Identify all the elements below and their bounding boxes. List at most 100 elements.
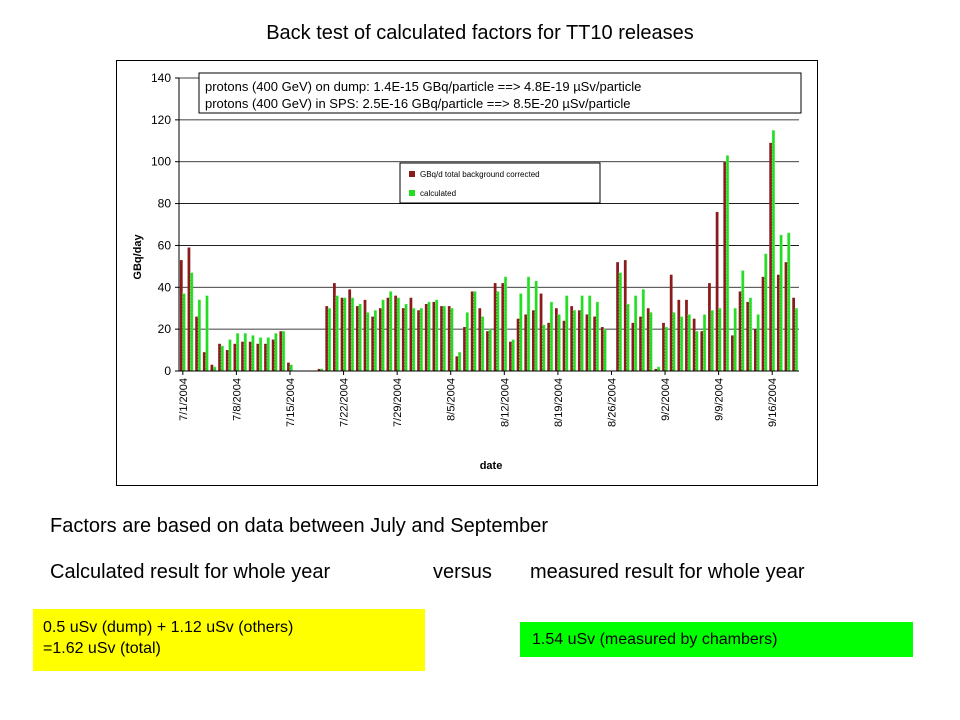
- legend-swatch-calculated: [409, 190, 415, 196]
- bar-calculated: [519, 293, 523, 372]
- bar-measured: [677, 299, 681, 371]
- bar-measured: [486, 331, 489, 371]
- y-tick-label: 100: [151, 155, 171, 169]
- bar-calculated: [457, 351, 462, 372]
- bar-measured: [218, 343, 221, 371]
- bar-calculated: [511, 339, 515, 372]
- bar-measured: [639, 316, 642, 371]
- annotation-line-sps: protons (400 GeV) in SPS: 2.5E-16 GBq/pa…: [205, 96, 631, 111]
- bar-calculated: [710, 310, 714, 372]
- bar-measured: [248, 341, 252, 371]
- bar-calculated: [695, 330, 699, 372]
- bar-measured: [600, 327, 604, 371]
- bar-measured: [317, 368, 321, 371]
- bar-calculated: [343, 297, 347, 372]
- x-tick-label: 7/15/2004: [285, 378, 297, 427]
- annotation-line-dump: protons (400 GeV) on dump: 1.4E-15 GBq/p…: [205, 79, 641, 94]
- bar-calculated: [641, 289, 645, 372]
- bar-measured: [401, 308, 405, 371]
- bar-calculated: [335, 295, 339, 372]
- bar-measured: [738, 291, 742, 371]
- chart-gridlines: [179, 77, 799, 372]
- x-tick-label: 8/12/2004: [499, 378, 511, 427]
- bar-measured: [447, 306, 451, 371]
- measured-result-label: measured result for whole year: [530, 561, 805, 583]
- bar-calculated: [794, 307, 799, 372]
- bar-measured: [708, 283, 711, 371]
- x-axis: 7/1/2004 7/8/2004 7/15/2004 7/22/2004 7/29/2…: [178, 370, 799, 427]
- bar-measured: [440, 306, 443, 371]
- bar-measured: [355, 306, 359, 371]
- bar-measured: [455, 356, 459, 371]
- bar-calculated: [419, 307, 424, 372]
- x-tick-label: 9/2/2004: [660, 378, 672, 421]
- bar-calculated: [718, 307, 722, 372]
- bar-measured: [585, 314, 589, 371]
- bar-measured: [179, 260, 183, 371]
- bar-measured: [769, 142, 773, 371]
- bar-measured: [516, 318, 520, 371]
- calculated-result-line2: =1.62 uSv (total): [43, 640, 161, 657]
- bar-measured: [532, 310, 535, 371]
- bar-measured: [616, 262, 619, 371]
- y-tick-label: 0: [164, 364, 171, 378]
- bar-calculated: [480, 316, 485, 372]
- bar-calculated: [656, 366, 661, 372]
- bar-measured: [623, 260, 627, 371]
- bar-calculated: [771, 130, 776, 372]
- bar-measured: [256, 343, 260, 371]
- bar-measured: [669, 274, 673, 371]
- bar-measured: [348, 289, 352, 371]
- bar-calculated: [220, 345, 225, 372]
- bar-measured: [577, 310, 581, 371]
- bar-measured: [478, 308, 482, 371]
- bar-measured: [746, 301, 750, 371]
- bar-calculated: [190, 272, 194, 372]
- bar-measured: [417, 310, 420, 371]
- x-tick-label: 7/8/2004: [231, 378, 243, 421]
- bar-measured: [493, 283, 497, 371]
- bar-calculated: [633, 295, 638, 372]
- bar-calculated: [228, 339, 232, 372]
- x-tick-label: 7/22/2004: [339, 378, 351, 427]
- bar-measured: [470, 291, 474, 371]
- slide-title: Back test of calculated factors for TT10…: [266, 22, 694, 44]
- bar-calculated: [289, 364, 293, 372]
- bar-measured: [662, 322, 665, 371]
- bar-calculated: [526, 276, 531, 372]
- bar-calculated: [756, 314, 760, 372]
- bar-measured: [363, 299, 367, 371]
- bar-measured: [202, 352, 206, 371]
- x-tick-label: 9/9/2004: [714, 378, 726, 421]
- bar-calculated: [741, 270, 745, 372]
- bar-measured: [378, 308, 382, 371]
- bar-calculated: [396, 297, 401, 372]
- y-tick-label: 80: [158, 197, 172, 211]
- bar-calculated: [725, 155, 730, 372]
- bar-measured: [333, 283, 336, 371]
- bar-measured: [409, 297, 413, 371]
- bar-calculated: [603, 328, 607, 372]
- bar-calculated: [488, 328, 492, 372]
- bar-calculated: [687, 314, 691, 372]
- bar-measured: [692, 318, 696, 371]
- bar-measured: [371, 316, 375, 371]
- bar-calculated: [235, 333, 240, 372]
- bar-calculated: [588, 295, 592, 372]
- x-tick-label: 9/16/2004: [767, 378, 779, 427]
- bar-calculated: [373, 310, 378, 372]
- annotation-box: [198, 72, 802, 114]
- bar-calculated: [787, 232, 791, 372]
- bar-calculated: [557, 314, 561, 372]
- bar-calculated: [182, 293, 186, 372]
- bar-measured: [715, 211, 719, 371]
- bar-measured: [723, 161, 727, 371]
- bar-measured: [554, 308, 558, 371]
- bar-calculated: [764, 253, 768, 372]
- bar-measured: [731, 335, 734, 371]
- legend-swatch-measured: [409, 171, 415, 177]
- bar-measured: [187, 247, 191, 371]
- bar-measured: [631, 322, 635, 371]
- legend-label-calculated: calculated: [420, 189, 456, 198]
- y-axis: 0 20 40 60 80 100 120 140: [151, 71, 180, 378]
